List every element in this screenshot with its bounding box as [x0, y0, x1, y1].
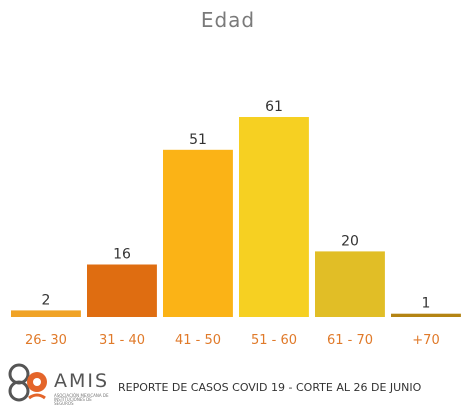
bars-layer [11, 117, 461, 317]
value-label-3: 61 [265, 99, 283, 115]
amis-logo: AMIS ASOCIACIÓN MEXICANA DE INSTITUCIONE… [6, 362, 110, 408]
report-caption: REPORTE DE CASOS COVID 19 - CORTE AL 26 … [118, 381, 422, 394]
x-tick-label-3: 51 - 60 [251, 333, 297, 348]
logo-subtitle: ASOCIACIÓN MEXICANA DE INSTITUCIONES DE … [54, 393, 109, 406]
x-tick-label-2: 41 - 50 [175, 333, 221, 348]
bar-2 [163, 149, 233, 317]
bar-0 [11, 310, 81, 317]
bar-1 [87, 264, 157, 317]
bar-3 [239, 117, 309, 317]
x-tick-label-1: 31 - 40 [99, 333, 145, 348]
bar-5 [391, 313, 461, 317]
bar-4 [315, 251, 385, 317]
amis-logo-mark-icon [8, 363, 47, 402]
logo-word: AMIS [54, 370, 110, 392]
footer: AMIS ASOCIACIÓN MEXICANA DE INSTITUCIONE… [0, 360, 472, 410]
value-label-5: 1 [422, 296, 431, 312]
x-tick-label-4: 61 - 70 [327, 333, 373, 348]
value-label-2: 51 [189, 132, 207, 148]
chart-title: Edad [201, 8, 255, 32]
x-axis-tick-labels: 26- 30 31 - 40 41 - 50 51 - 60 61 - 70 +70 [25, 333, 440, 348]
value-label-4: 20 [341, 233, 359, 249]
x-tick-label-5: +70 [412, 333, 439, 348]
x-tick-label-0: 26- 30 [25, 333, 67, 348]
value-label-0: 2 [42, 292, 51, 308]
value-labels-layer: 2 16 51 61 20 1 [42, 99, 431, 312]
value-label-1: 16 [113, 247, 131, 263]
bar-chart: Edad 2 16 51 61 20 1 26- 30 31 - 40 41 - 50 51 -… [11, 8, 461, 348]
